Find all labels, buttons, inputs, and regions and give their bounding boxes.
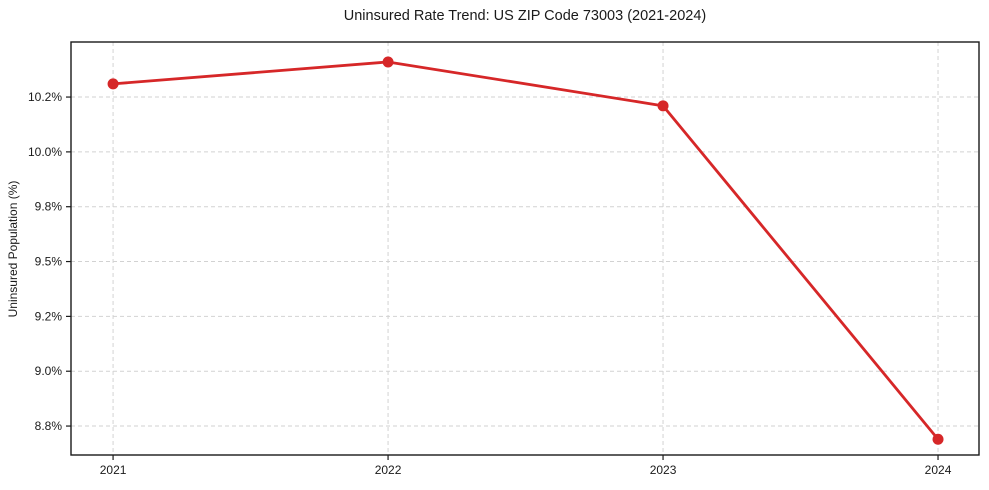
trend-line bbox=[111, 60, 940, 441]
plot-border bbox=[70, 41, 980, 456]
y-tick-label: 9.5% bbox=[35, 255, 63, 269]
x-tick-label: 2021 bbox=[100, 463, 127, 477]
data-point-marker bbox=[382, 56, 394, 68]
y-tick-label: 8.8% bbox=[35, 419, 63, 433]
data-point-marker bbox=[657, 100, 669, 112]
x-tick-label: 2022 bbox=[375, 463, 402, 477]
chart-title: Uninsured Rate Trend: US ZIP Code 73003 … bbox=[343, 8, 707, 24]
x-tick-label: 2024 bbox=[925, 463, 952, 477]
x-tick-label: 2023 bbox=[650, 463, 677, 477]
y-axis-label: Uninsured Population (%) bbox=[6, 180, 20, 318]
y-tick-label: 10.2% bbox=[28, 90, 62, 104]
y-tick-label: 9.0% bbox=[35, 364, 63, 378]
y-tick-label: 9.8% bbox=[35, 200, 63, 214]
data-point-marker bbox=[107, 78, 119, 90]
y-tick-label: 10.0% bbox=[28, 145, 62, 159]
y-tick-label: 9.2% bbox=[35, 309, 63, 323]
data-point-marker bbox=[932, 433, 944, 445]
